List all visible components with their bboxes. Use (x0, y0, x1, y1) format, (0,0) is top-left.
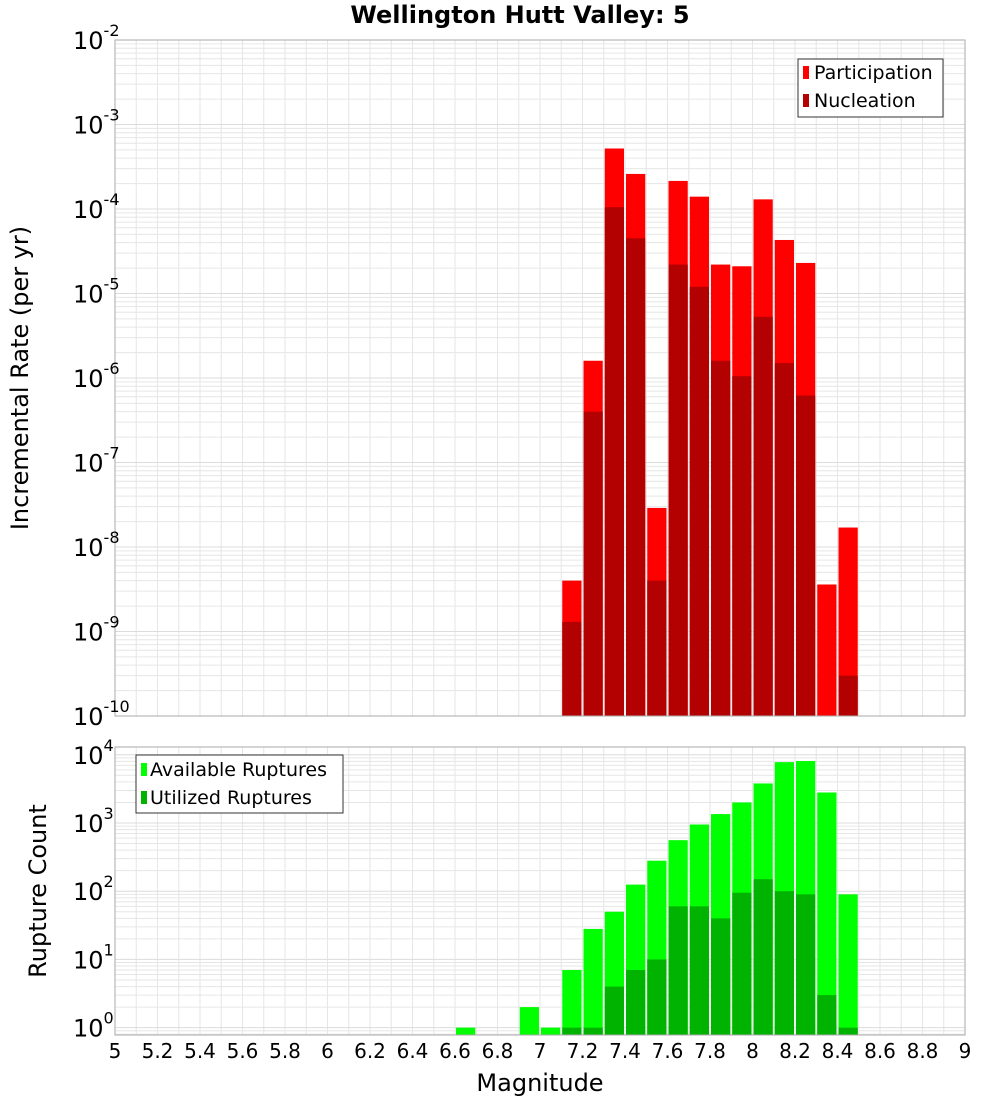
top-y-tick-label: 10-3 (73, 106, 120, 140)
x-tick-label: 6.4 (397, 1039, 429, 1063)
top-y-tick-label: 10-9 (73, 613, 120, 647)
bottom-y-tick-label: 102 (73, 872, 114, 906)
utilized-ruptures-bar (774, 891, 794, 1035)
utilized-ruptures-bar (711, 918, 731, 1035)
x-tick-label: 5 (109, 1039, 122, 1063)
x-tick-label: 5.6 (227, 1039, 259, 1063)
x-tick-label: 7 (534, 1039, 547, 1063)
nucleation-bar (796, 395, 816, 716)
utilized-ruptures-bar (647, 959, 667, 1035)
nucleation-bar (711, 360, 731, 716)
nucleation-bar (626, 238, 646, 717)
top-gridlines (114, 39, 966, 717)
bottom-plot-frame (114, 746, 966, 1036)
nucleation-bar (562, 621, 582, 716)
utilized-ruptures-bar (838, 1027, 858, 1035)
nucleation-bar (689, 286, 709, 716)
top-y-tick-label: 10-7 (73, 444, 120, 478)
x-tick-label: 8.6 (864, 1039, 896, 1063)
bottom-legend-box (135, 754, 344, 814)
legend-participation-label: Participation (814, 62, 933, 84)
x-tick-label: 7.6 (652, 1039, 684, 1063)
x-tick-label: 5.4 (184, 1039, 216, 1063)
top-bars (562, 148, 858, 717)
available-ruptures-bar (562, 969, 582, 1035)
bottom-legend: Available Ruptures Utilized Ruptures (135, 754, 344, 814)
x-tick-label: 5.8 (269, 1039, 301, 1063)
nucleation-bar (732, 376, 752, 716)
x-tick-label: 8.8 (907, 1039, 939, 1063)
nucleation-bar (583, 411, 603, 716)
bottom-y-tick-label: 104 (73, 736, 114, 770)
bottom-y-tick-label: 100 (73, 1009, 114, 1043)
available-ruptures-bar (817, 792, 837, 1035)
x-tick-label: 6.8 (482, 1039, 514, 1063)
available-ruptures-bar (541, 1027, 561, 1035)
participation-bar (838, 527, 858, 716)
top-y-tick-label: 10-4 (73, 190, 120, 224)
x-tick-label: 7.2 (567, 1039, 599, 1063)
x-tick-label: 5.2 (142, 1039, 174, 1063)
legend-available-label: Available Ruptures (150, 759, 327, 781)
x-axis-label: Magnitude (476, 1069, 603, 1097)
legend-utilized-swatch (141, 791, 147, 804)
utilized-ruptures-bar (732, 892, 752, 1035)
utilized-ruptures-bar (626, 969, 646, 1035)
bottom-y-tick-labels: 104 103 102 101 100 (73, 736, 114, 1043)
nucleation-bar (647, 580, 667, 716)
top-y-axis-label: Incremental Rate (per yr) (6, 226, 34, 530)
utilized-ruptures-bar (583, 1027, 603, 1035)
x-tick-label: 6.6 (439, 1039, 471, 1063)
top-legend: Participation Nucleation (797, 58, 944, 118)
chart-title: Wellington Hutt Valley: 5 (350, 1, 689, 29)
nucleation-bar (774, 363, 794, 716)
bottom-y-tick-label: 101 (73, 940, 114, 974)
x-tick-labels: 5 5.2 5.4 5.6 5.8 6 6.2 6.4 6.6 6.8 7 7.2 7.4 7.6 7.8 8… (109, 1039, 972, 1063)
top-y-tick-label: 10-2 (73, 21, 120, 55)
bottom-y-tick-label: 103 (73, 804, 114, 838)
available-ruptures-bar (519, 1007, 539, 1035)
x-tick-label: 7.4 (609, 1039, 641, 1063)
utilized-ruptures-bar (753, 879, 773, 1035)
utilized-ruptures-bar (796, 894, 816, 1035)
nucleation-bar (668, 264, 688, 716)
utilized-ruptures-bar (562, 1027, 582, 1035)
utilized-ruptures-bar (817, 995, 837, 1035)
legend-participation-swatch (803, 66, 809, 79)
x-tick-label: 6.2 (354, 1039, 386, 1063)
bottom-bars (456, 761, 858, 1035)
x-tick-label: 7.8 (694, 1039, 726, 1063)
bottom-y-axis-label: Rupture Count (24, 804, 52, 978)
top-plot-frame (114, 39, 966, 717)
x-tick-label: 6 (321, 1039, 334, 1063)
top-legend-box (797, 58, 944, 118)
legend-nucleation-swatch (803, 94, 809, 107)
x-tick-label: 8 (746, 1039, 759, 1063)
top-y-tick-label: 10-5 (73, 275, 120, 309)
legend-utilized-label: Utilized Ruptures (150, 787, 312, 809)
nucleation-bar (604, 207, 624, 716)
utilized-ruptures-bar (689, 906, 709, 1035)
top-y-tick-label: 10-6 (73, 359, 120, 393)
utilized-ruptures-bar (604, 986, 624, 1035)
x-tick-label: 8.2 (779, 1039, 811, 1063)
available-ruptures-bar (838, 894, 858, 1035)
legend-available-swatch (141, 763, 147, 776)
x-tick-label: 9 (959, 1039, 972, 1063)
nucleation-bar (753, 316, 773, 716)
participation-bar (817, 584, 837, 716)
top-y-tick-labels: 10-2 10-3 10-4 10-5 10-6 10-7 10-8 10-9 10-10 (73, 21, 130, 731)
legend-nucleation-label: Nucleation (814, 90, 916, 112)
top-plot-area (114, 39, 966, 717)
top-y-tick-label: 10-8 (73, 528, 120, 562)
available-ruptures-bar (583, 928, 603, 1035)
x-tick-label: 8.4 (822, 1039, 854, 1063)
top-y-tick-label: 10-10 (73, 697, 130, 731)
available-ruptures-bar (456, 1027, 476, 1035)
nucleation-bar (838, 675, 858, 716)
utilized-ruptures-bar (668, 906, 688, 1035)
